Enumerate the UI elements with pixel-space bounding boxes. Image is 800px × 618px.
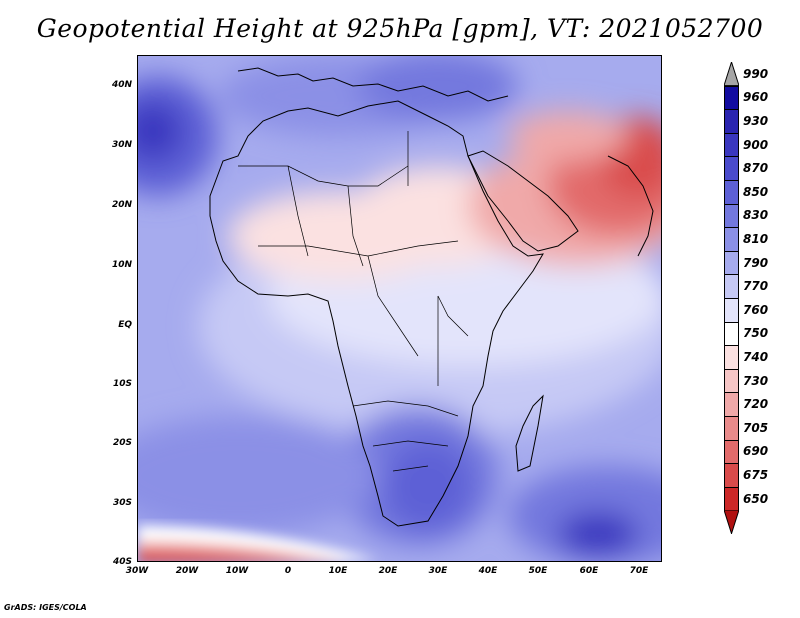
colorbar-swatch [724,368,739,394]
colorbar-label: 750 [743,326,769,341]
country-borders [238,131,469,472]
colorbar-swatch [724,109,739,134]
lon-label-0: 0 [284,566,292,576]
lat-label-20n: 20N [111,200,132,210]
colorbar-swatch [724,274,739,299]
colorbar-label: 790 [743,255,769,270]
colorbar-swatch [724,321,739,347]
colorbar-label: 900 [743,137,769,152]
colorbar-swatch [724,416,739,441]
colorbar-label: 690 [743,444,769,459]
lat-label-30n: 30N [111,140,132,150]
lon-label-30w: 30W [125,566,149,576]
colorbar-label: 650 [743,491,769,506]
colorbar-label: 960 [743,90,769,105]
colorbar-swatch [724,227,739,252]
colorbar-swatch [724,486,739,512]
lon-label-50e: 50E [528,566,548,576]
colorbar-swatch [724,132,739,158]
colorbar-swatch [724,180,739,205]
colorbar-label: 730 [743,373,769,388]
colorbar-label: 990 [743,66,769,81]
colorbar-swatch [724,203,739,229]
colorbar-swatch [724,392,739,417]
lon-label-40e: 40E [478,566,498,576]
lat-label-40s: 40S [112,557,132,567]
map-panel [137,55,662,562]
colorbar-swatch [724,85,739,111]
lat-label-eq: EQ [118,320,132,330]
lat-label-40n: 40N [111,80,132,90]
lat-label-30s: 30S [112,498,132,508]
colorbar-swatch [724,62,739,86]
lon-label-70e: 70E [629,566,649,576]
colorbar-label: 705 [743,420,769,435]
colorbar-swatch [724,345,739,370]
colorbar-swatch [724,510,739,534]
lon-label-30e: 30E [428,566,448,576]
colorbar-label: 720 [743,397,769,412]
lon-label-20e: 20E [378,566,398,576]
lat-label-20s: 20S [112,438,132,448]
chart-title: Geopotential Height at 925hPa [gpm], VT:… [36,14,764,43]
colorbar-swatch [724,439,739,465]
lon-label-10e: 10E [328,566,348,576]
colorbar-label: 830 [743,208,769,223]
colorbar-label: 810 [743,232,769,246]
colorbar-label: 675 [743,468,769,482]
credit-text: GrADS: IGES/COLA [4,603,87,612]
lon-label-10w: 10W [225,566,249,576]
colorbar-swatch [724,250,739,276]
coastlines [209,67,654,527]
colorbar-label: 930 [743,114,769,128]
lat-label-10n: 10N [111,260,132,270]
colorbar-swatch [724,463,739,488]
southern-low-band [138,526,378,561]
colorbar-label: 870 [743,161,769,176]
lat-label-10s: 10S [112,379,132,389]
colorbar-label: 760 [743,302,769,317]
geopotential-map [138,56,661,561]
colorbar-swatch [724,298,739,323]
colorbar-label: 740 [743,350,769,364]
lon-label-60e: 60E [579,566,599,576]
colorbar-label: 770 [743,279,769,294]
colorbar-label: 850 [743,184,769,199]
field-shading [138,56,661,561]
lon-label-20w: 20W [175,566,199,576]
colorbar-swatch [724,156,739,181]
